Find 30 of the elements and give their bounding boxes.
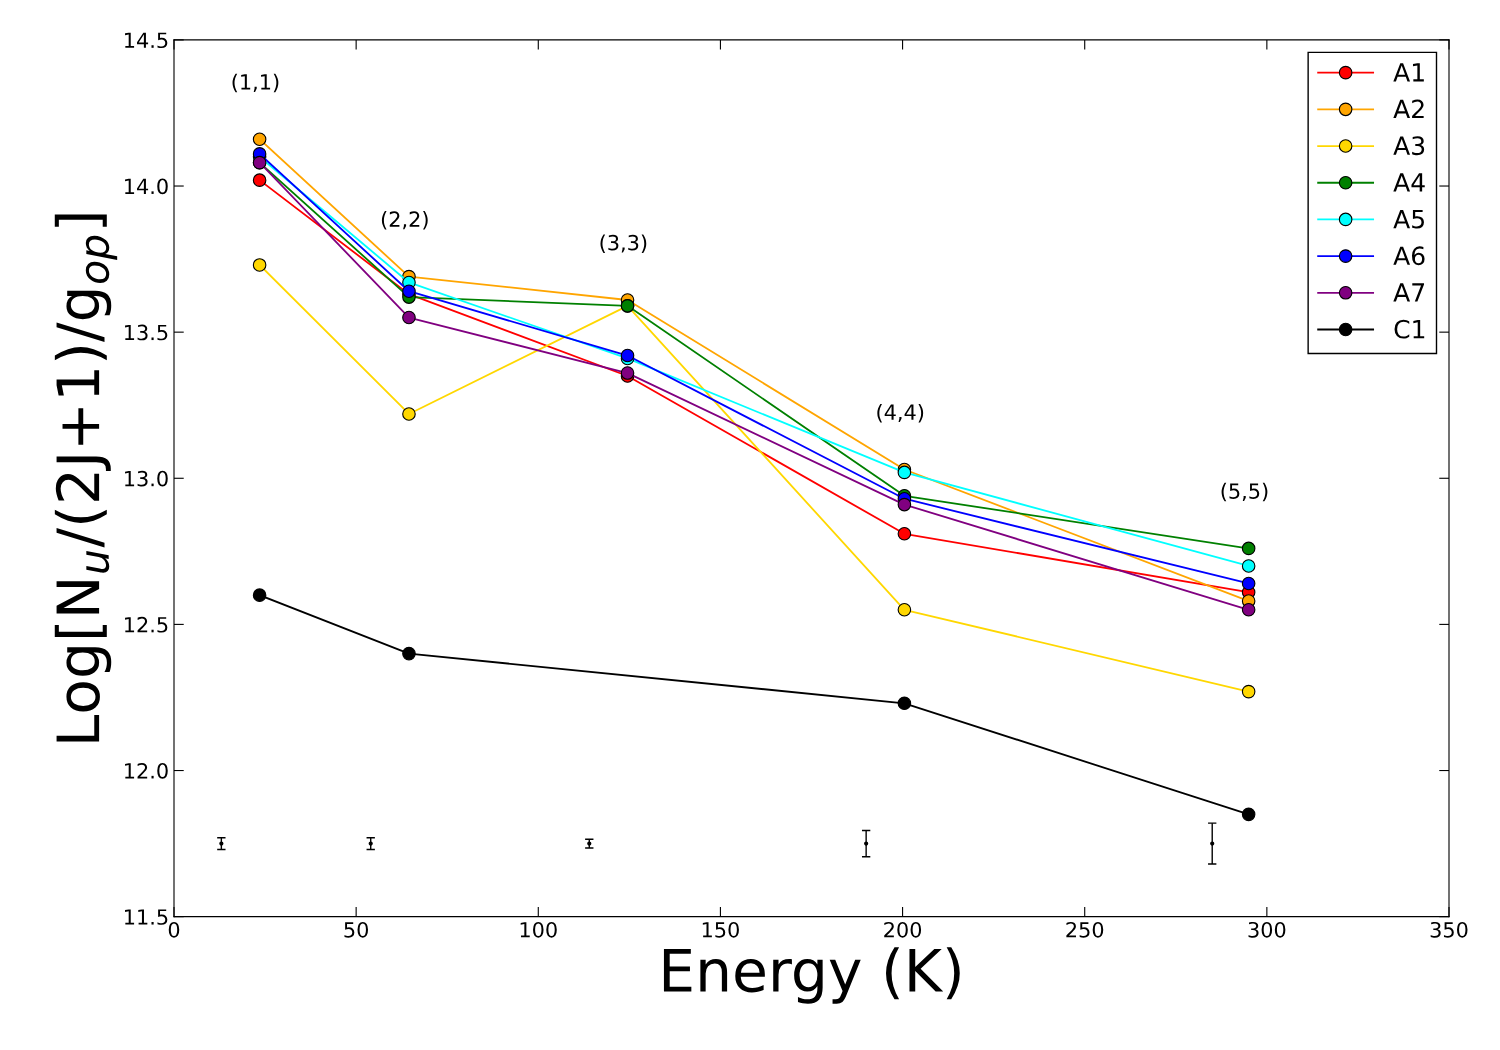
legend-label: C1 xyxy=(1394,319,1425,339)
annotation: (4,4) xyxy=(877,403,924,423)
x-axis-title: Energy (K) xyxy=(663,947,960,1004)
legend-label: A3 xyxy=(1393,136,1425,156)
x-tick-label: 0 xyxy=(168,921,180,938)
x-tick-label: 150 xyxy=(702,921,739,938)
legend-label: A7 xyxy=(1393,283,1425,302)
y-tick-label: 11.5 xyxy=(125,909,168,925)
x-tick-label: 300 xyxy=(1248,921,1286,938)
y-tick-label: 12.0 xyxy=(125,762,168,779)
legend-label: A6 xyxy=(1393,246,1425,266)
legend-label: A5 xyxy=(1393,209,1424,229)
y-tick-label: 13.5 xyxy=(125,324,168,341)
x-tick-label: 50 xyxy=(344,921,369,938)
annotation: (1,1) xyxy=(232,73,279,93)
x-tick-label: 200 xyxy=(884,921,922,938)
y-tick-label: 14.5 xyxy=(125,32,168,49)
legend-label: A2 xyxy=(1393,99,1424,119)
legend-label: A4 xyxy=(1393,173,1425,192)
annotation: (2,2) xyxy=(381,211,428,230)
annotation: (3,3) xyxy=(600,234,647,253)
legend-label: A1 xyxy=(1393,63,1424,82)
y-tick-label: 14.0 xyxy=(125,178,168,195)
y-tick-label: 13.0 xyxy=(125,470,168,487)
annotation: (5,5) xyxy=(1221,482,1268,502)
y-tick-label: 12.5 xyxy=(125,616,168,633)
x-tick-label: 350 xyxy=(1430,921,1468,938)
x-tick-label: 100 xyxy=(520,921,557,938)
y-axis-title: Log[N$_{u}$/(2J+1)/g$_{op}$] xyxy=(54,214,118,742)
x-tick-label: 250 xyxy=(1066,921,1104,938)
